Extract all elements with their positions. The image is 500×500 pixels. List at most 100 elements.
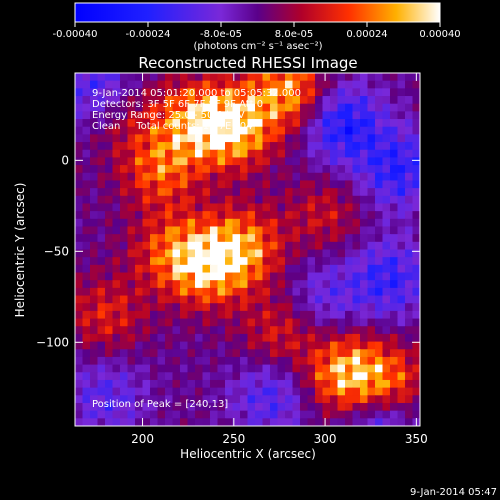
heatmap-cell <box>240 180 249 189</box>
heatmap-cell <box>412 364 420 373</box>
heatmap-cell <box>112 418 121 426</box>
heatmap-cell <box>217 379 226 389</box>
heatmap-cell <box>307 188 316 197</box>
heatmap-cell <box>187 318 196 327</box>
heatmap-cell <box>135 318 144 327</box>
heatmap-cell <box>225 88 234 97</box>
heatmap-cell <box>397 80 406 89</box>
heatmap-cell <box>157 218 166 228</box>
heatmap-cell <box>367 149 376 159</box>
heatmap-cell <box>240 249 249 258</box>
y-tick-label: −100 <box>36 335 69 349</box>
heatmap-cell <box>322 180 331 189</box>
heatmap-cell <box>202 349 211 358</box>
heatmap-cell <box>232 80 241 89</box>
heatmap-cell <box>165 280 174 289</box>
heatmap-cell <box>367 180 376 189</box>
heatmap-cell <box>352 410 361 419</box>
heatmap-cell <box>142 379 151 389</box>
heatmap-cell <box>337 234 346 243</box>
heatmap-cell <box>315 73 324 82</box>
heatmap-cell <box>112 149 121 159</box>
heatmap-cell <box>82 257 91 266</box>
heatmap-cell <box>345 126 354 135</box>
heatmap-cell <box>112 379 121 389</box>
heatmap-cell <box>180 142 189 151</box>
heatmap-cell <box>97 149 106 159</box>
heatmap-cell <box>412 264 420 274</box>
heatmap-cell <box>337 341 346 350</box>
heatmap-cell <box>97 372 106 381</box>
heatmap-cell <box>195 165 204 174</box>
heatmap-cell <box>105 226 114 235</box>
heatmap-cell <box>240 126 249 135</box>
heatmap-cell <box>97 180 106 189</box>
heatmap-cell <box>307 395 316 404</box>
heatmap-cell <box>277 264 286 274</box>
heatmap-cell <box>225 134 234 143</box>
heatmap-cell <box>300 372 309 381</box>
colorbar: -0.00040 -0.00024 -8.0e-05 8.0e-05 0.00024 0.… <box>53 2 461 52</box>
heatmap-cell <box>232 333 241 343</box>
heatmap-cell <box>412 80 420 89</box>
heatmap-cell <box>255 226 264 235</box>
heatmap-cell <box>105 73 114 82</box>
heatmap-cell <box>142 226 151 235</box>
heatmap-cell <box>105 180 114 189</box>
heatmap-cell <box>210 188 219 197</box>
heatmap-cell <box>217 111 226 120</box>
heatmap-cell <box>337 372 346 381</box>
heatmap-cell <box>390 364 399 373</box>
heatmap-cell <box>337 418 346 426</box>
heatmap-cell <box>120 379 129 389</box>
heatmap-cell <box>195 126 204 135</box>
heatmap-cell <box>112 356 121 366</box>
heatmap-cell <box>307 341 316 350</box>
heatmap-cell <box>337 203 346 212</box>
heatmap-cell <box>300 80 309 89</box>
heatmap-cell <box>345 157 354 166</box>
heatmap-cell <box>375 172 384 182</box>
heatmap-cell <box>105 280 114 289</box>
heatmap-cell <box>270 264 279 274</box>
heatmap-cell <box>180 126 189 135</box>
heatmap-cell <box>202 203 211 212</box>
heatmap-cell <box>300 402 309 412</box>
heatmap-cell <box>375 326 384 335</box>
heatmap-cell <box>247 165 256 174</box>
heatmap-cell <box>375 280 384 289</box>
heatmap-cell <box>165 272 174 281</box>
heatmap-cell <box>120 134 129 143</box>
heatmap-cell <box>150 333 159 343</box>
heatmap-cell <box>165 372 174 381</box>
heatmap-cell <box>270 172 279 182</box>
heatmap-cell <box>352 349 361 358</box>
heatmap-cell <box>352 310 361 320</box>
heatmap-cell <box>127 180 136 189</box>
heatmap-cell <box>127 188 136 197</box>
heatmap-cell <box>382 188 391 197</box>
heatmap-cell <box>352 96 361 105</box>
heatmap-cell <box>397 142 406 151</box>
heatmap-cell <box>307 119 316 128</box>
heatmap-cell <box>157 165 166 174</box>
heatmap-cell <box>127 379 136 389</box>
heatmap-cell <box>270 211 279 220</box>
heatmap-cell <box>285 272 294 281</box>
heatmap-cell <box>232 96 241 105</box>
heatmap-cell <box>322 165 331 174</box>
heatmap-cell <box>375 103 384 112</box>
heatmap-cell <box>405 310 414 320</box>
heatmap-cell <box>195 356 204 366</box>
heatmap-cell <box>292 249 301 258</box>
heatmap-cell <box>390 126 399 135</box>
heatmap-cell <box>367 349 376 358</box>
heatmap-cell <box>352 280 361 289</box>
heatmap-cell <box>135 280 144 289</box>
heatmap-cell <box>292 349 301 358</box>
heatmap-cell <box>285 249 294 258</box>
heatmap-cell <box>367 134 376 143</box>
heatmap-cell <box>232 88 241 97</box>
heatmap-cell <box>217 418 226 426</box>
heatmap-cell <box>172 134 181 143</box>
